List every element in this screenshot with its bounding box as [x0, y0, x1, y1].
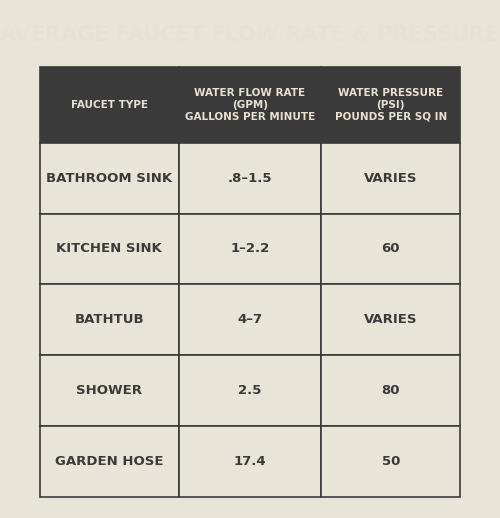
Text: BATHTUB: BATHTUB: [74, 313, 144, 326]
Text: .8–1.5: .8–1.5: [228, 171, 272, 184]
Text: 60: 60: [382, 242, 400, 255]
Text: AVERAGE FAUCET FLOW RATE & PRESSURE: AVERAGE FAUCET FLOW RATE & PRESSURE: [0, 25, 500, 45]
Text: FAUCET TYPE: FAUCET TYPE: [71, 100, 148, 110]
Text: 4–7: 4–7: [238, 313, 262, 326]
Text: 2.5: 2.5: [238, 384, 262, 397]
Text: WATER PRESSURE
(PSI)
POUNDS PER SQ IN: WATER PRESSURE (PSI) POUNDS PER SQ IN: [334, 89, 447, 122]
Text: 50: 50: [382, 455, 400, 468]
Text: 1–2.2: 1–2.2: [230, 242, 270, 255]
Text: KITCHEN SINK: KITCHEN SINK: [56, 242, 162, 255]
Text: VARIES: VARIES: [364, 313, 418, 326]
Text: BATHROOM SINK: BATHROOM SINK: [46, 171, 172, 184]
Text: 80: 80: [382, 384, 400, 397]
Text: VARIES: VARIES: [364, 171, 418, 184]
Text: SHOWER: SHOWER: [76, 384, 142, 397]
Text: GARDEN HOSE: GARDEN HOSE: [55, 455, 164, 468]
Text: WATER FLOW RATE
(GPM)
GALLONS PER MINUTE: WATER FLOW RATE (GPM) GALLONS PER MINUTE: [185, 89, 315, 122]
Text: 17.4: 17.4: [234, 455, 266, 468]
